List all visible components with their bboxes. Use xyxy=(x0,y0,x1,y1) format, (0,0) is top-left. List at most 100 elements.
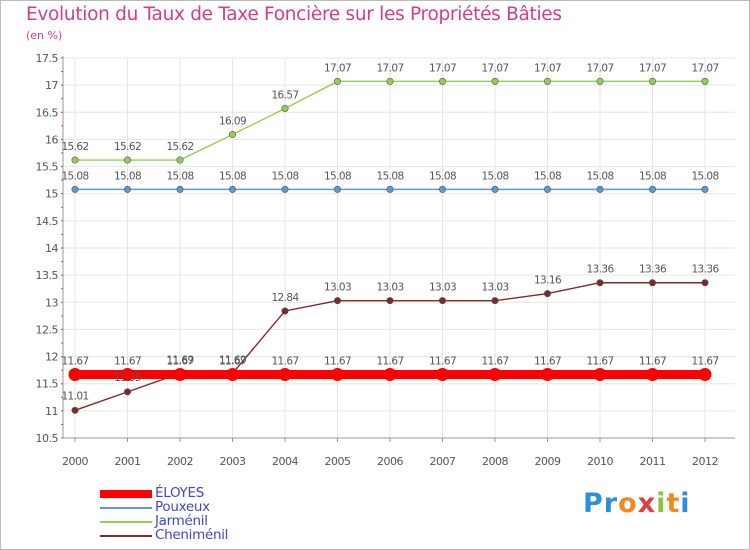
data-label: 15.08 xyxy=(114,170,141,182)
data-point xyxy=(176,156,184,164)
y-tick-label: 17 xyxy=(45,79,58,92)
data-label: 13.03 xyxy=(324,282,351,294)
data-label: 16.57 xyxy=(271,89,298,101)
legend-swatch xyxy=(100,490,152,498)
data-label: 15.62 xyxy=(61,141,88,153)
data-label: 15.62 xyxy=(166,141,193,153)
data-label: 15.08 xyxy=(376,170,403,182)
data-point xyxy=(71,406,79,414)
data-point xyxy=(701,279,709,287)
data-label: 11.01 xyxy=(61,390,88,402)
y-tick-label: 10.5 xyxy=(36,432,59,445)
data-point xyxy=(543,77,551,85)
data-label: 15.08 xyxy=(481,170,508,182)
data-point xyxy=(698,367,712,381)
chart-title: Evolution du Taux de Taxe Foncière sur l… xyxy=(26,4,562,25)
data-label: 15.08 xyxy=(219,170,246,182)
y-tick-label: 16 xyxy=(45,133,58,146)
data-label: 17.07 xyxy=(691,62,718,74)
data-label: 11.67 xyxy=(534,355,561,367)
data-point xyxy=(646,367,659,381)
y-tick-label: 16.5 xyxy=(36,106,59,119)
data-point xyxy=(71,156,79,164)
data-label: 17.07 xyxy=(481,62,508,74)
data-label: 11.67 xyxy=(324,355,351,367)
data-point xyxy=(173,367,187,381)
data-point xyxy=(543,185,551,193)
data-point xyxy=(124,185,132,193)
y-tick-label: 11 xyxy=(45,405,58,418)
data-label: 17.07 xyxy=(376,62,403,74)
legend-label: Pouxeux xyxy=(155,499,210,515)
legend-label: Jarménil xyxy=(155,513,208,529)
data-point xyxy=(491,77,499,85)
data-point xyxy=(438,185,446,193)
data-point xyxy=(648,185,656,193)
y-tick-label: 17.5 xyxy=(36,52,59,65)
data-point xyxy=(71,185,79,193)
data-label: 15.08 xyxy=(61,170,88,182)
x-tick-label: 2002 xyxy=(167,455,193,468)
data-label: 13.36 xyxy=(639,264,667,276)
data-point xyxy=(596,185,604,193)
data-point xyxy=(383,367,397,381)
data-label: 16.09 xyxy=(219,116,246,128)
y-tick-label: 13 xyxy=(45,296,58,309)
data-point xyxy=(438,77,446,85)
legend-swatch xyxy=(100,507,152,509)
y-tick-label: 14.5 xyxy=(36,215,59,228)
data-point xyxy=(701,77,709,85)
data-label: 13.36 xyxy=(586,264,614,276)
data-point xyxy=(229,185,237,193)
data-label: 11.67 xyxy=(691,355,718,367)
data-point xyxy=(701,185,709,193)
data-point xyxy=(648,279,656,287)
y-tick-label: 15 xyxy=(45,188,58,201)
y-tick-label: 13.5 xyxy=(36,269,59,282)
data-point xyxy=(438,297,446,305)
data-label: 11.69 xyxy=(219,354,246,366)
data-point xyxy=(386,297,394,305)
x-tick-label: 2007 xyxy=(430,455,456,468)
data-point xyxy=(648,77,656,85)
x-tick-label: 2011 xyxy=(640,455,666,468)
data-point xyxy=(226,367,239,381)
data-label: 11.67 xyxy=(481,355,508,367)
data-label: 13.36 xyxy=(691,264,719,276)
data-point xyxy=(333,297,341,305)
data-label: 15.62 xyxy=(114,141,141,153)
x-tick-label: 2010 xyxy=(587,455,613,468)
data-point xyxy=(124,388,132,396)
data-point xyxy=(121,367,134,381)
data-label: 11.67 xyxy=(219,355,246,367)
data-label: 15.08 xyxy=(324,170,351,182)
x-tick-label: 2004 xyxy=(272,455,298,468)
data-point xyxy=(593,367,607,381)
legend-swatch xyxy=(100,521,152,523)
data-label: 15.08 xyxy=(639,170,666,182)
x-tick-label: 2005 xyxy=(325,455,351,468)
data-label: 12.84 xyxy=(271,292,299,304)
data-label: 17.07 xyxy=(534,62,561,74)
data-label: 11.67 xyxy=(429,355,456,367)
data-label: 11.67 xyxy=(166,355,193,367)
y-tick-label: 15.5 xyxy=(36,161,59,174)
legend-label: Cheniménil xyxy=(155,527,229,543)
data-point xyxy=(229,131,237,139)
x-tick-label: 2003 xyxy=(220,455,246,468)
data-point xyxy=(541,367,554,381)
y-tick-label: 12 xyxy=(45,351,58,364)
data-label: 15.08 xyxy=(691,170,718,182)
data-point xyxy=(543,290,551,298)
y-tick-label: 14 xyxy=(45,242,58,255)
data-point xyxy=(488,367,502,381)
data-point xyxy=(596,77,604,85)
legend-label: ÉLOYES xyxy=(155,485,205,501)
data-label: 11.67 xyxy=(61,355,88,367)
data-label: 15.08 xyxy=(429,170,456,182)
data-point xyxy=(333,185,341,193)
x-tick-label: 2009 xyxy=(535,455,561,468)
data-point xyxy=(491,185,499,193)
data-label: 13.16 xyxy=(534,275,562,287)
